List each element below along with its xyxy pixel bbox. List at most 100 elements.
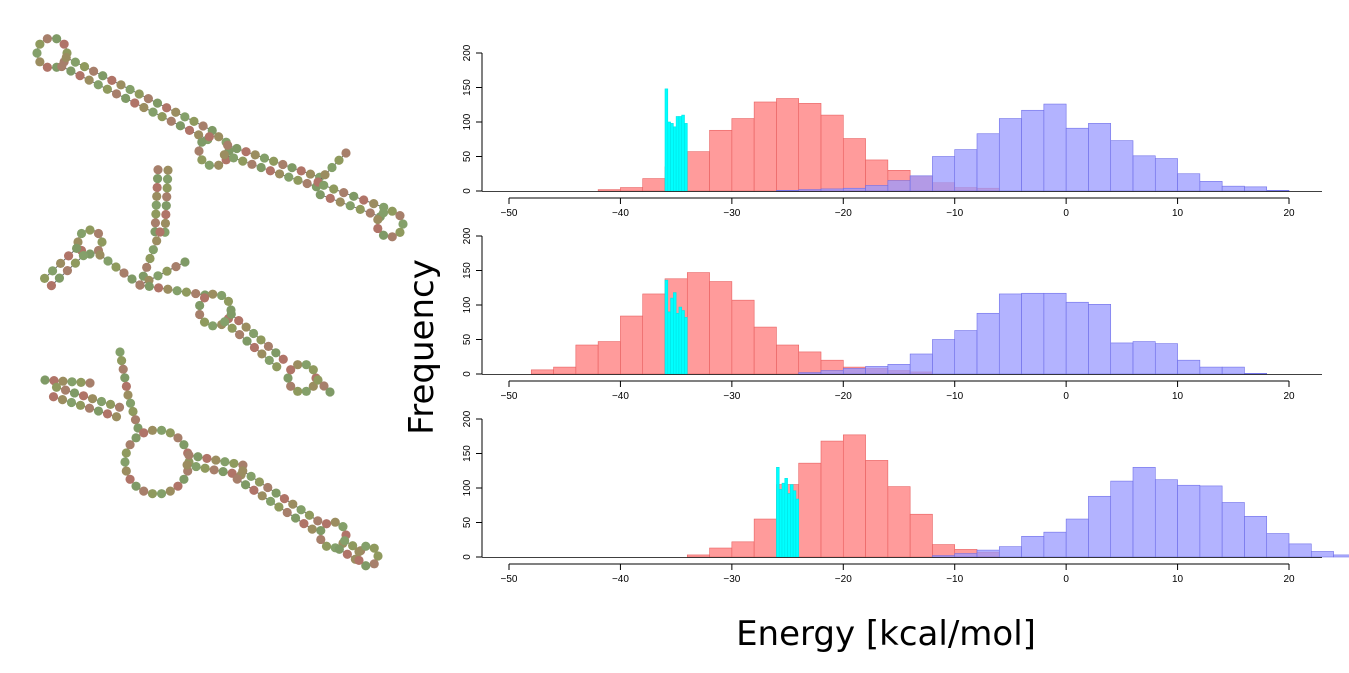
- x-tick-label: 10: [1172, 391, 1184, 402]
- nucleotide: [163, 284, 173, 294]
- cyan-bar: [670, 123, 674, 192]
- red-bar: [798, 103, 822, 192]
- nucleotide: [279, 494, 290, 504]
- nucleotide: [182, 460, 192, 470]
- cyan-histogram: [776, 466, 800, 558]
- nucleotide: [296, 505, 306, 515]
- red-histogram: [686, 434, 1000, 558]
- nucleotide: [173, 433, 183, 443]
- y-tick-label: 100: [462, 113, 473, 130]
- nucleotide: [220, 457, 230, 467]
- nucleotide: [144, 281, 154, 292]
- nucleotide: [180, 257, 190, 267]
- nucleotide: [66, 66, 76, 76]
- nucleotide: [257, 349, 267, 359]
- x-tick-label: −50: [501, 391, 518, 402]
- nucleotide: [248, 328, 259, 339]
- blue-histogram: [798, 292, 1268, 375]
- red-bar: [686, 554, 710, 558]
- nucleotide: [319, 381, 329, 391]
- y-tick-label: 100: [462, 296, 473, 313]
- y-tick-label: 150: [462, 79, 473, 96]
- nucleotide: [143, 93, 153, 104]
- nucleotide: [335, 197, 345, 207]
- blue-bar: [1132, 155, 1156, 192]
- nucleotide: [293, 175, 303, 185]
- nucleotide: [117, 356, 127, 366]
- nucleotide: [369, 199, 379, 209]
- nucleotide: [319, 180, 329, 190]
- blue-bar: [1244, 373, 1268, 375]
- red-histogram: [597, 98, 1000, 192]
- nucleotide: [271, 488, 281, 498]
- nucleotide: [334, 544, 344, 554]
- blue-bar: [1266, 190, 1290, 192]
- x-tick-label: −50: [501, 208, 518, 219]
- nucleotide: [93, 228, 104, 239]
- nucleotide: [321, 519, 332, 529]
- y-tick-label: 200: [462, 44, 473, 61]
- nucleotide: [232, 143, 242, 154]
- red-bar: [932, 544, 956, 558]
- nucleotide: [85, 378, 95, 388]
- nucleotide: [228, 153, 239, 163]
- nucleotide: [271, 348, 281, 358]
- red-bar: [642, 178, 666, 192]
- nucleotide: [274, 502, 284, 512]
- nucleotide: [234, 330, 245, 340]
- nucleotide: [194, 130, 204, 140]
- nucleotide: [130, 98, 140, 108]
- nucleotide: [70, 57, 80, 67]
- nucleotide: [361, 541, 371, 551]
- blue-bar: [1244, 515, 1268, 558]
- nucleotide: [134, 89, 144, 99]
- nucleotide: [125, 440, 135, 450]
- nucleotide: [214, 132, 224, 142]
- nucleotide: [130, 415, 141, 425]
- nucleotide: [163, 165, 173, 175]
- nucleotide: [227, 323, 237, 333]
- nucleotide: [35, 57, 45, 67]
- blue-bar: [1177, 359, 1201, 375]
- x-tick-label: −10: [946, 208, 963, 219]
- nucleotide: [118, 364, 128, 374]
- x-tick-label: 10: [1172, 574, 1184, 585]
- red-bar: [776, 344, 800, 375]
- blue-bar: [998, 546, 1022, 558]
- nucleotide: [39, 273, 50, 283]
- nucleotide: [55, 258, 66, 268]
- nucleotide: [70, 258, 81, 268]
- red-bar: [865, 460, 889, 558]
- nucleotide: [85, 225, 95, 235]
- nucleotide: [47, 266, 58, 276]
- nucleotide: [61, 52, 71, 63]
- nucleotide: [340, 536, 350, 546]
- red-bar: [686, 272, 710, 375]
- blue-bar: [1132, 341, 1156, 375]
- red-bar: [798, 462, 822, 558]
- nucleotide: [184, 125, 195, 135]
- rna-structure-1: [32, 34, 408, 242]
- nucleotide: [139, 486, 149, 496]
- blue-bar: [887, 180, 911, 192]
- blue-bar: [909, 175, 933, 192]
- nucleotide: [89, 66, 99, 76]
- cyan-bar: [681, 114, 685, 192]
- nucleotide: [151, 200, 161, 210]
- nucleotide: [151, 209, 161, 219]
- nucleotide: [249, 342, 260, 353]
- nucleotide: [223, 140, 233, 150]
- nucleotide: [95, 250, 105, 260]
- nucleotide: [160, 218, 171, 228]
- nucleotide: [131, 433, 141, 443]
- x-tick-label: 20: [1283, 391, 1295, 402]
- nucleotide: [257, 491, 267, 501]
- histogram-panel-2: 0 50 100 150 200 −50 −40 −30 −20 −10 0 10 20: [462, 227, 1322, 402]
- blue-bar: [1221, 502, 1245, 558]
- red-bar: [642, 293, 666, 375]
- nucleotide: [325, 387, 335, 397]
- y-tick-label: 200: [462, 410, 473, 427]
- nucleotide: [349, 191, 359, 201]
- red-bar: [753, 101, 777, 192]
- nucleotide: [179, 440, 189, 450]
